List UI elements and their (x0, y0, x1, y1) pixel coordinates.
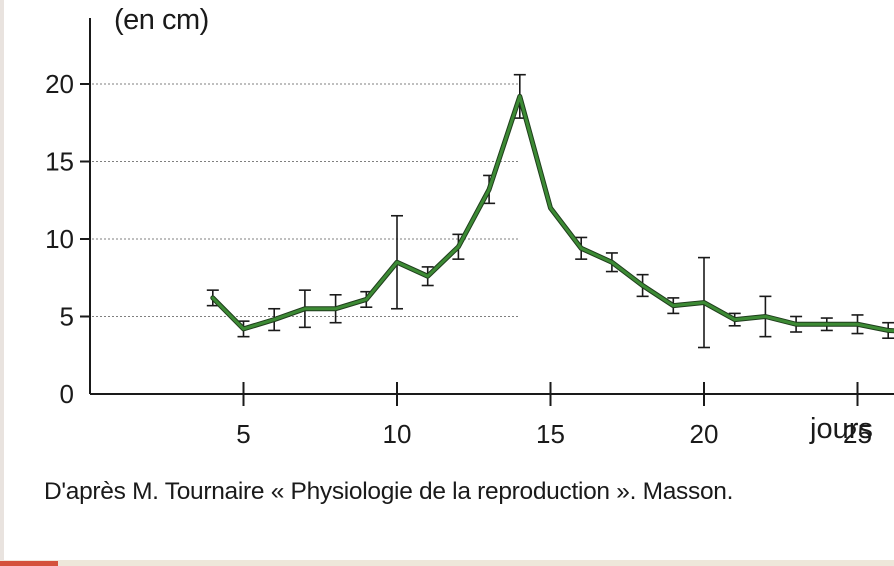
x-tick-label: 20 (690, 419, 719, 449)
y-tick-label: 5 (60, 302, 74, 332)
y-tick-label: 20 (45, 69, 74, 99)
y-tick-label: 15 (45, 147, 74, 177)
x-tick-label: 25 (843, 419, 872, 449)
source-caption: D'après M. Tournaire « Physiologie de la… (44, 478, 734, 505)
page-edge-left (0, 0, 4, 566)
series-line (211, 94, 894, 333)
x-tick-label: 5 (236, 419, 250, 449)
page-edge-red-strip (0, 561, 58, 566)
x-tick-label: 10 (383, 419, 412, 449)
page-edge-bottom (0, 560, 894, 566)
y-tick-label: 10 (45, 224, 74, 254)
x-tick-label: 15 (536, 419, 565, 449)
y-axis-label: (en cm) (114, 4, 209, 36)
x-axis-label: jours (809, 413, 873, 445)
y-tick-label: 0 (60, 379, 74, 409)
